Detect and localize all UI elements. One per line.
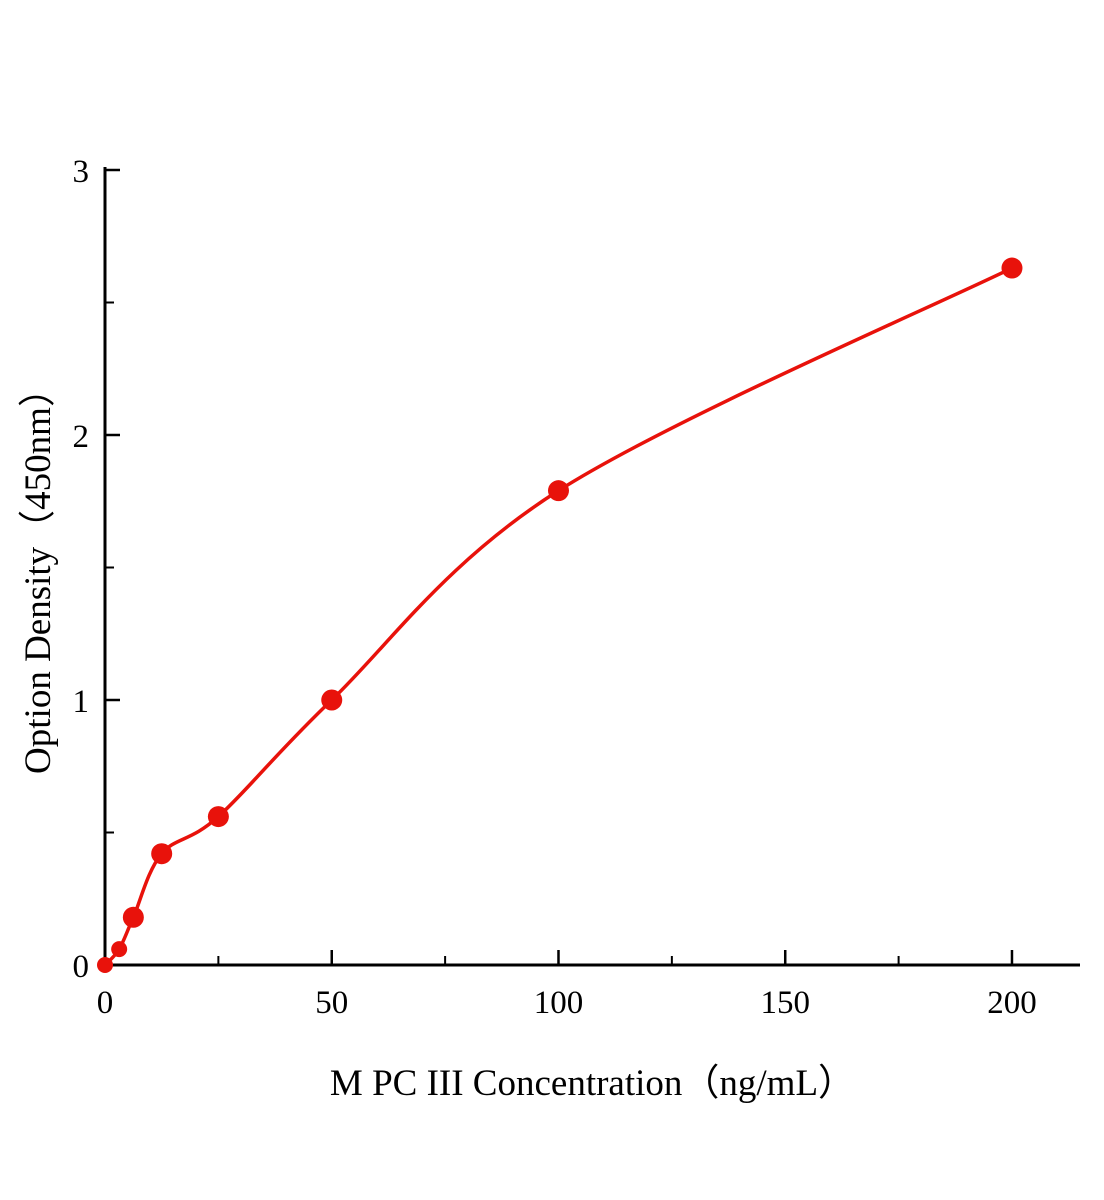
x-tick-label: 50 xyxy=(315,985,348,1021)
y-tick-label: 0 xyxy=(73,949,90,985)
x-tick-label: 200 xyxy=(987,985,1037,1021)
y-axis-label: Option Density（450nm） xyxy=(18,370,59,774)
y-tick-label: 1 xyxy=(73,684,90,720)
data-point xyxy=(321,689,343,711)
data-point xyxy=(547,480,569,502)
standard-curve-line xyxy=(103,266,1014,967)
data-point xyxy=(207,806,229,828)
y-tick-label: 3 xyxy=(73,154,90,190)
data-point xyxy=(1001,257,1023,279)
data-point xyxy=(111,941,128,958)
data-point xyxy=(151,843,173,865)
x-tick-label: 150 xyxy=(760,985,810,1021)
x-axis-label: M PC III Concentration（ng/mL） xyxy=(329,1063,856,1104)
data-point xyxy=(97,957,113,973)
data-point xyxy=(122,906,144,928)
x-tick-label: 100 xyxy=(534,985,584,1021)
y-tick-label: 2 xyxy=(73,419,90,455)
x-tick-label: 0 xyxy=(97,985,114,1021)
